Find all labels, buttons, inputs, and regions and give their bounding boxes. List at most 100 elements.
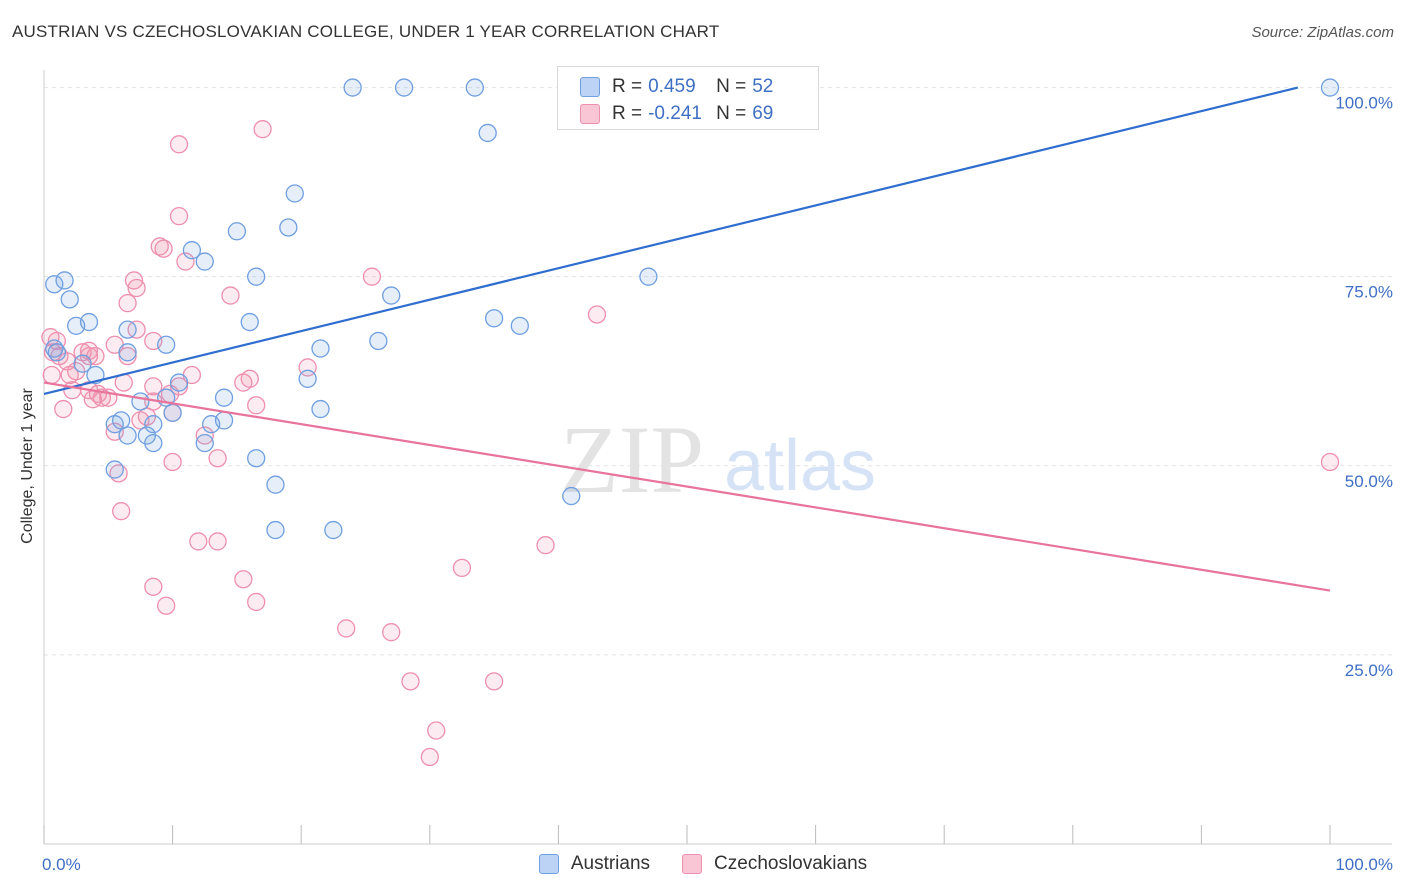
czech-point-30 — [63, 380, 82, 400]
austrian-point-27 — [118, 343, 137, 362]
austrian-point-6 — [279, 218, 298, 237]
n-value: 69 — [752, 103, 774, 124]
austrian-point-0 — [343, 78, 362, 97]
czech-point-9 — [221, 286, 240, 305]
austrians-swatch — [580, 77, 600, 97]
r-value: -0.241 — [648, 103, 702, 124]
legend-label-czechoslovakians: Czechoslovakians — [714, 853, 868, 874]
czech-point-45 — [195, 426, 214, 445]
austrian-point-36 — [311, 399, 330, 419]
austrian-point-19 — [484, 309, 504, 328]
austrian-point-14 — [60, 290, 79, 309]
czech-point-29 — [240, 369, 259, 388]
czechoslovakians-points — [41, 120, 1340, 767]
austrians-trend-line — [43, 86, 1299, 395]
x-tick-labels: 0.0% 100.0% — [42, 855, 1393, 874]
gridlines — [44, 87, 1392, 656]
r-value: 0.459 — [648, 76, 696, 97]
czech-point-46 — [208, 449, 227, 468]
x-ticks — [43, 825, 1331, 844]
trend-lines — [43, 86, 1331, 592]
czech-point-25 — [60, 365, 79, 385]
austrian-point-8 — [182, 241, 202, 260]
czech-point-50 — [112, 502, 131, 521]
czech-point-61 — [401, 672, 420, 691]
austrian-point-23 — [369, 331, 388, 351]
n-label: N = — [716, 76, 747, 97]
czech-point-5 — [176, 252, 195, 271]
czech-point-47 — [163, 452, 182, 472]
y-axis-label: College, Under 1 year — [19, 388, 36, 544]
chart-title: AUSTRIAN VS CZECHOSLOVAKIAN COLLEGE, UND… — [12, 22, 720, 41]
austrian-point-11 — [639, 267, 658, 286]
y-tick-label-2: 75.0% — [1345, 283, 1393, 302]
watermark: ZIP atlas — [560, 406, 876, 513]
axes — [43, 70, 1392, 845]
austrian-point-46 — [247, 449, 266, 468]
austrian-point-7 — [227, 222, 247, 241]
austrian-point-22 — [157, 335, 176, 354]
austrian-point-25 — [311, 339, 330, 358]
czech-point-59 — [337, 619, 356, 638]
y-tick-label-1: 50.0% — [1345, 472, 1393, 491]
austrian-point-5 — [285, 184, 304, 203]
austrian-point-45 — [144, 433, 163, 453]
czech-point-1 — [169, 135, 189, 154]
austrian-point-51 — [324, 520, 343, 540]
czech-point-56 — [144, 577, 163, 596]
austrian-point-12 — [45, 275, 64, 294]
czech-point-51 — [189, 532, 208, 551]
austrians-points — [45, 78, 1340, 540]
y-tick-labels: 25.0% 50.0% 75.0% 100.0% — [1335, 94, 1393, 680]
austrians-swatch — [538, 854, 559, 874]
watermark-atlas: atlas — [724, 426, 876, 506]
austrian-point-15 — [382, 286, 401, 305]
czech-point-60 — [382, 623, 401, 642]
czech-point-2 — [169, 207, 189, 226]
legend-item-czechoslovakians[interactable]: Czechoslovakians — [682, 853, 867, 875]
czech-point-19 — [79, 346, 99, 366]
series-legend: Austrians Czechoslovakians — [0, 851, 1406, 877]
source-credit: Source: ZipAtlas.com — [1251, 24, 1394, 41]
y-tick-label-0: 25.0% — [1345, 661, 1393, 680]
czech-point-4 — [154, 239, 173, 258]
r-label: R = — [612, 76, 643, 97]
czech-point-0 — [253, 120, 272, 139]
czech-point-40 — [247, 396, 266, 415]
czech-point-38 — [54, 399, 73, 419]
austrian-point-42 — [118, 426, 137, 445]
austrian-point-2 — [465, 78, 484, 97]
austrian-point-43 — [137, 426, 157, 445]
austrian-point-21 — [118, 320, 137, 339]
austrian-point-9 — [195, 252, 214, 271]
austrian-point-20 — [510, 316, 529, 335]
austrian-point-47 — [105, 460, 124, 479]
r-label: R = — [612, 103, 643, 124]
austrian-point-1 — [394, 78, 414, 97]
austrian-point-10 — [247, 267, 266, 286]
austrian-point-31 — [298, 369, 317, 388]
austrian-point-44 — [195, 433, 214, 453]
austrian-point-48 — [266, 475, 285, 494]
austrian-point-28 — [73, 354, 92, 373]
czech-point-62 — [484, 672, 504, 691]
austrian-point-49 — [562, 486, 581, 506]
czech-point-53 — [536, 536, 555, 555]
czech-point-49 — [1320, 452, 1340, 472]
czechoslovakians-swatch — [580, 104, 600, 124]
x-tick-label-1: 100.0% — [1335, 855, 1393, 874]
austrian-point-30 — [169, 373, 189, 392]
austrian-point-39 — [105, 415, 124, 434]
czech-point-66 — [57, 352, 77, 371]
czech-point-63 — [427, 721, 446, 740]
n-value: 52 — [752, 76, 774, 97]
czech-point-64 — [420, 747, 439, 767]
austrian-point-26 — [47, 343, 67, 362]
correlation-legend: R = 0.459 N = 52 R = -0.241 N = 69 — [557, 66, 819, 130]
legend-item-austrians[interactable]: Austrians — [538, 853, 651, 875]
legend-label-austrians: Austrians — [570, 853, 651, 874]
czech-point-8 — [127, 278, 146, 298]
x-tick-label-0: 0.0% — [42, 855, 81, 874]
austrian-point-4 — [478, 123, 497, 143]
czech-point-52 — [208, 532, 227, 551]
